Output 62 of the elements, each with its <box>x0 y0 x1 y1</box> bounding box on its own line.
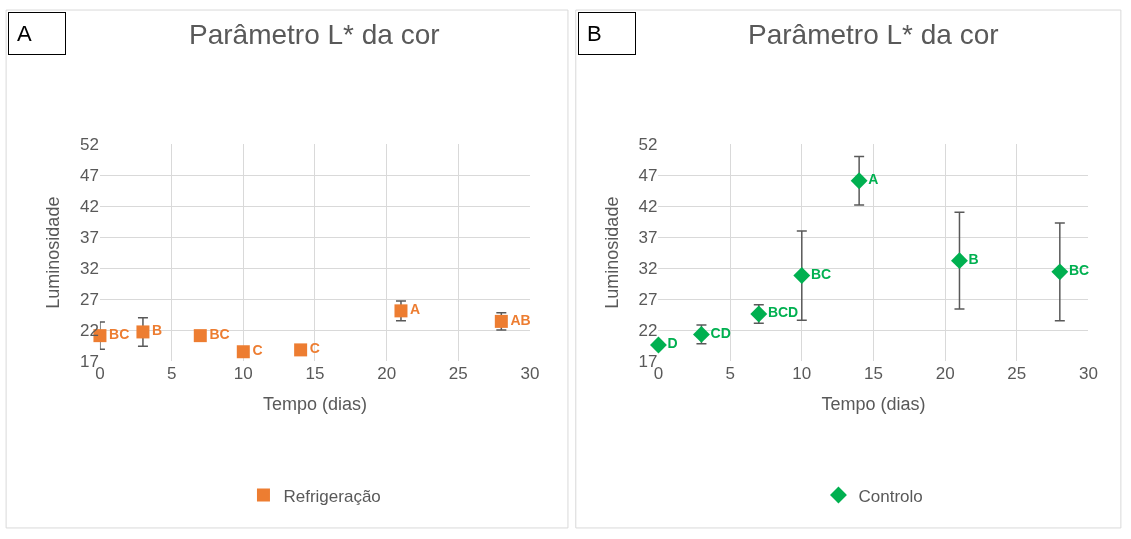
data-label: B <box>968 251 979 268</box>
x-tick-label: 15 <box>864 364 883 384</box>
data-label: D <box>667 335 678 352</box>
y-tick-label: 37 <box>638 228 658 248</box>
x-tick-label: 20 <box>935 364 955 384</box>
x-tick-label: 20 <box>377 364 397 384</box>
data-label: BC <box>109 326 130 343</box>
y-tick-label: 27 <box>80 290 99 310</box>
data-label: B <box>152 322 163 339</box>
legend-label: Refrigeração <box>283 486 381 506</box>
point <box>394 304 408 318</box>
data-label: BC <box>810 266 832 283</box>
point <box>294 343 308 357</box>
x-tick-label: 10 <box>233 364 253 384</box>
data-label: CD <box>710 324 731 341</box>
x-axis-title: Tempo (dias) <box>262 394 367 415</box>
data-label: AB <box>510 311 531 328</box>
y-tick-label: 47 <box>638 166 658 186</box>
point <box>850 172 868 190</box>
y-tick-label: 42 <box>80 197 99 217</box>
point <box>193 329 207 343</box>
x-tick-label: 5 <box>725 364 735 384</box>
x-tick-label: 10 <box>792 364 812 384</box>
y-tick-label: 52 <box>638 135 658 155</box>
x-tick-label: 5 <box>166 364 177 384</box>
x-tick-label: 15 <box>305 364 325 384</box>
y-tick-label: 32 <box>638 259 658 279</box>
y-tick-label: 52 <box>80 135 99 155</box>
point <box>1051 263 1069 281</box>
y-tick-label: 47 <box>80 166 99 186</box>
point <box>951 252 968 270</box>
y-tick-label: 27 <box>638 290 658 310</box>
y-tick-label: 42 <box>638 197 658 217</box>
point <box>793 267 811 284</box>
data-label: BCD <box>767 304 799 321</box>
data-label: C <box>252 342 263 359</box>
x-axis-title: Tempo (dias) <box>821 394 926 415</box>
data-label: A <box>868 171 879 188</box>
y-axis-title: Luminosidade <box>43 196 64 309</box>
data-label: BC <box>209 326 230 343</box>
y-tick-label: 32 <box>80 259 99 279</box>
x-tick-label: 0 <box>95 364 105 384</box>
text: B <box>587 21 602 46</box>
x-tick-label: 0 <box>653 364 664 384</box>
data-label: BC <box>1068 262 1090 279</box>
data-label: C <box>309 340 320 357</box>
text: A <box>17 21 32 46</box>
chart-title: Parâmetro L* da cor <box>748 19 999 50</box>
point <box>650 336 667 354</box>
legend-label: Controlo <box>858 486 923 506</box>
data-label: A <box>410 301 421 318</box>
x-tick-label: 30 <box>520 364 540 384</box>
y-tick-label: 37 <box>80 228 99 248</box>
y-tick-label: 22 <box>638 321 658 341</box>
y-tick-label: 22 <box>80 321 99 341</box>
chart-title: Parâmetro L* da cor <box>189 19 440 50</box>
y-axis-title: Luminosidade <box>601 196 622 309</box>
point <box>236 345 250 359</box>
x-tick-label: 30 <box>1079 364 1098 384</box>
x-tick-label: 25 <box>1007 364 1027 384</box>
x-tick-label: 25 <box>448 364 468 384</box>
point <box>136 325 150 339</box>
